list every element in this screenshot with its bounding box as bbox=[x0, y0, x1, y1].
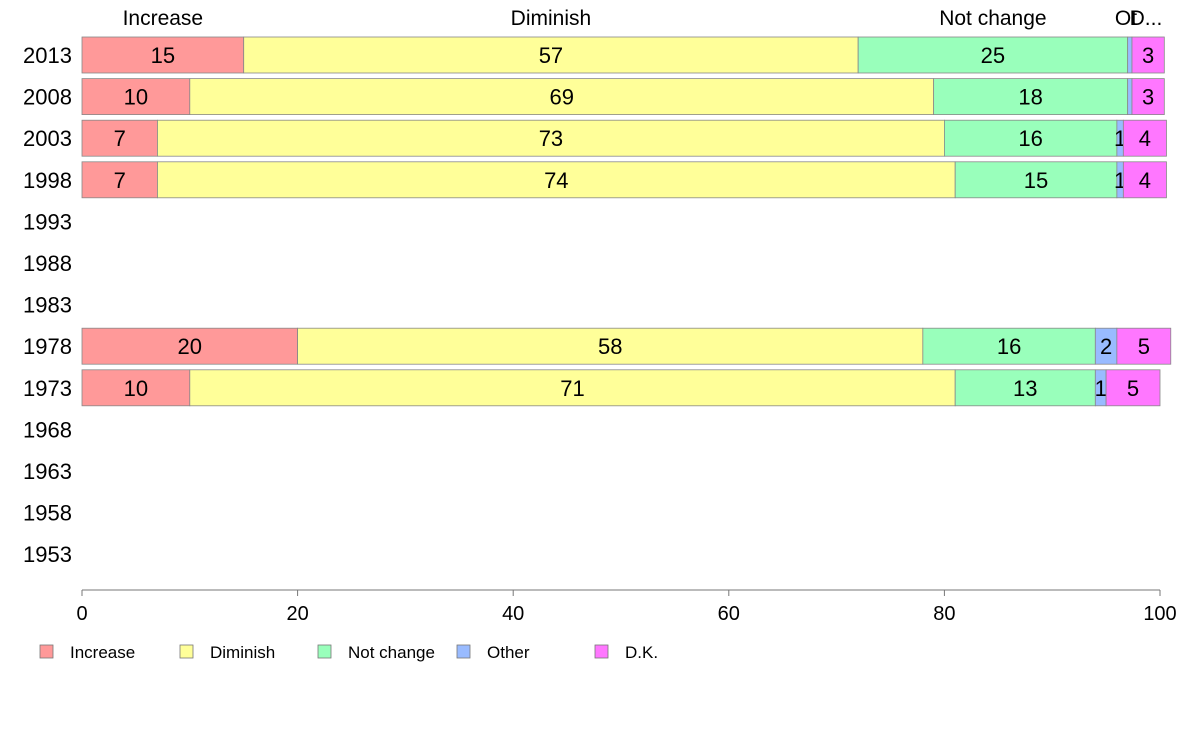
bar-d-k-2003 bbox=[1122, 119, 1167, 157]
y-tick-label: 1973 bbox=[23, 376, 72, 401]
data-label: 16 bbox=[997, 334, 1021, 359]
bar-diminish-2008 bbox=[189, 78, 935, 115]
bar-diminish-1998 bbox=[157, 161, 956, 199]
x-tick-label: 20 bbox=[286, 603, 308, 625]
bar-d-k-2008 bbox=[1131, 78, 1165, 115]
data-label: 69 bbox=[549, 85, 573, 110]
bar-not-change-1998 bbox=[954, 161, 1118, 199]
y-tick-label: 1968 bbox=[23, 417, 72, 442]
bar-not-change-2008 bbox=[933, 78, 1129, 115]
x-tick-label: 100 bbox=[1143, 603, 1176, 625]
y-tick-label: 1958 bbox=[23, 501, 72, 526]
y-tick-label: 2013 bbox=[23, 43, 72, 68]
legend-swatch bbox=[456, 644, 471, 659]
bar-diminish-1973 bbox=[189, 369, 956, 407]
bar-diminish-1978 bbox=[297, 327, 924, 365]
data-label: 74 bbox=[544, 168, 568, 193]
x-tick-label: 60 bbox=[718, 603, 740, 625]
data-label: 7 bbox=[114, 126, 126, 151]
bar-increase-1978 bbox=[81, 327, 299, 365]
x-tick-label: 0 bbox=[76, 603, 87, 625]
legend-label: Other bbox=[487, 643, 530, 662]
bar-diminish-2003 bbox=[157, 119, 945, 157]
y-tick-label: 1953 bbox=[23, 542, 72, 567]
bar-not-change-1978 bbox=[922, 327, 1096, 365]
data-label: 58 bbox=[598, 334, 622, 359]
legend-swatch bbox=[594, 644, 609, 659]
x-tick-label: 40 bbox=[502, 603, 524, 625]
data-label: 3 bbox=[1142, 85, 1154, 110]
bar-not-change-2013 bbox=[857, 36, 1129, 74]
y-tick-label: 1988 bbox=[23, 251, 72, 276]
data-label: 1 bbox=[1095, 376, 1107, 401]
bar-increase-1973 bbox=[81, 369, 191, 407]
legend-label: Diminish bbox=[210, 643, 275, 662]
bar-increase-1998 bbox=[81, 161, 158, 199]
data-label: 3 bbox=[1142, 43, 1154, 68]
bar-d-k-1978 bbox=[1116, 327, 1172, 365]
bar-d-k-2013 bbox=[1131, 36, 1165, 74]
top-segment-label: Not change bbox=[939, 7, 1046, 30]
bar-increase-2008 bbox=[81, 78, 191, 115]
y-tick-label: 2008 bbox=[23, 85, 72, 110]
top-segment-label: Increase bbox=[123, 7, 204, 30]
x-tick-label: 80 bbox=[933, 603, 955, 625]
data-label: 15 bbox=[1024, 168, 1048, 193]
data-label: 5 bbox=[1138, 334, 1150, 359]
data-label: 16 bbox=[1018, 126, 1042, 151]
legend-swatch bbox=[317, 644, 332, 659]
data-label: 2 bbox=[1100, 334, 1112, 359]
top-segment-label: Ot bbox=[1115, 7, 1137, 30]
data-label: 57 bbox=[539, 43, 563, 68]
data-label: 25 bbox=[981, 43, 1005, 68]
y-tick-label: 1978 bbox=[23, 334, 72, 359]
data-label: 71 bbox=[560, 376, 584, 401]
bar-d-k-1973 bbox=[1105, 369, 1161, 407]
data-label: 15 bbox=[151, 43, 175, 68]
data-label: 73 bbox=[539, 126, 563, 151]
bar-increase-2013 bbox=[81, 36, 245, 74]
legend-swatch bbox=[39, 644, 54, 659]
bar-increase-2003 bbox=[81, 119, 158, 157]
y-tick-label: 2003 bbox=[23, 126, 72, 151]
data-label: 10 bbox=[124, 376, 148, 401]
data-label: 13 bbox=[1013, 376, 1037, 401]
y-tick-label: 1993 bbox=[23, 209, 72, 234]
bar-other-2008 bbox=[1127, 78, 1133, 115]
bar-other-2013 bbox=[1127, 36, 1133, 74]
data-label: 4 bbox=[1139, 168, 1151, 193]
y-tick-label: 1963 bbox=[23, 459, 72, 484]
data-label: 20 bbox=[178, 334, 202, 359]
y-tick-label: 1998 bbox=[23, 168, 72, 193]
data-label: 4 bbox=[1139, 126, 1151, 151]
legend-label: Increase bbox=[70, 643, 135, 662]
data-label: 7 bbox=[114, 168, 126, 193]
y-tick-label: 1983 bbox=[23, 293, 72, 318]
data-label: 5 bbox=[1127, 376, 1139, 401]
data-label: 10 bbox=[124, 85, 148, 110]
legend-label: Not change bbox=[348, 643, 435, 662]
legend-label: D.K. bbox=[625, 643, 658, 662]
legend-swatch bbox=[179, 644, 194, 659]
bar-d-k-1998 bbox=[1122, 161, 1167, 199]
top-segment-label: D... bbox=[1130, 7, 1163, 30]
bar-not-change-1973 bbox=[954, 369, 1096, 407]
data-label: 18 bbox=[1018, 85, 1042, 110]
top-segment-label: Diminish bbox=[511, 7, 592, 30]
bar-diminish-2013 bbox=[243, 36, 859, 74]
